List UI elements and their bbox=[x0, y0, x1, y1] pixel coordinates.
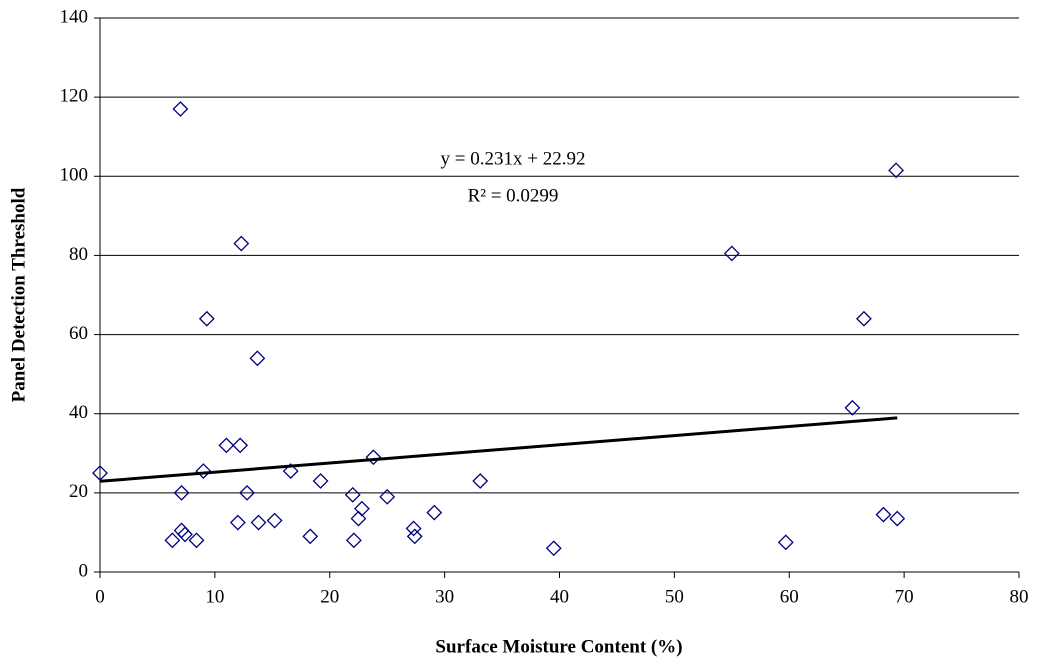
data-point bbox=[844, 399, 861, 416]
data-point bbox=[545, 540, 562, 557]
equation-label: y = 0.231x + 22.92 bbox=[441, 148, 586, 169]
data-point bbox=[777, 534, 794, 551]
data-point bbox=[855, 310, 872, 327]
x-tick-label: 30 bbox=[435, 586, 454, 607]
data-point bbox=[198, 310, 215, 327]
data-point bbox=[177, 526, 193, 543]
data-point bbox=[406, 528, 423, 545]
y-tick-label: 120 bbox=[60, 86, 89, 107]
data-point bbox=[173, 484, 190, 501]
y-axis-title: Panel Detection Threshold bbox=[8, 187, 29, 402]
x-tick-label: 60 bbox=[780, 586, 799, 607]
data-point bbox=[312, 473, 329, 489]
data-point bbox=[266, 512, 283, 529]
y-tick-label: 100 bbox=[60, 165, 89, 186]
x-tick-label: 20 bbox=[320, 586, 339, 607]
data-point bbox=[353, 500, 370, 517]
data-point bbox=[232, 437, 249, 454]
data-point bbox=[218, 437, 235, 454]
y-tick-label: 40 bbox=[69, 402, 88, 423]
x-tick-label: 40 bbox=[550, 586, 569, 607]
y-tick-label: 0 bbox=[79, 560, 89, 581]
data-point bbox=[172, 101, 189, 117]
x-axis-title: Surface Moisture Content (%) bbox=[435, 636, 682, 657]
data-point bbox=[405, 520, 422, 537]
data-point bbox=[302, 528, 319, 545]
data-point bbox=[233, 235, 250, 252]
y-tick-label: 80 bbox=[69, 244, 88, 265]
data-point bbox=[888, 162, 905, 179]
x-tick-label: 50 bbox=[665, 586, 684, 607]
data-point bbox=[365, 449, 382, 466]
data-point bbox=[723, 245, 740, 262]
data-point bbox=[426, 504, 443, 521]
data-point bbox=[875, 506, 892, 523]
data-point bbox=[229, 514, 246, 531]
data-point bbox=[164, 532, 181, 549]
x-tick-label: 0 bbox=[95, 586, 105, 607]
data-point bbox=[188, 532, 205, 549]
trendline bbox=[99, 416, 898, 483]
data-point bbox=[249, 350, 266, 367]
data-point bbox=[195, 463, 212, 480]
x-tick-label: 10 bbox=[205, 586, 224, 607]
x-tick-label: 70 bbox=[895, 586, 914, 607]
data-point bbox=[345, 532, 362, 549]
data-point bbox=[250, 514, 267, 531]
r-squared-label: R² = 0.0299 bbox=[468, 185, 559, 206]
y-tick-label: 60 bbox=[69, 323, 88, 344]
y-tick-label: 20 bbox=[69, 481, 88, 502]
data-point bbox=[379, 488, 396, 505]
data-point bbox=[350, 510, 367, 527]
data-point bbox=[239, 484, 255, 501]
data-point bbox=[472, 473, 489, 489]
data-point bbox=[282, 463, 299, 480]
y-tick-label: 140 bbox=[60, 6, 89, 27]
data-point bbox=[889, 510, 906, 527]
x-tick-label: 80 bbox=[1010, 586, 1029, 607]
data-point bbox=[344, 486, 361, 503]
